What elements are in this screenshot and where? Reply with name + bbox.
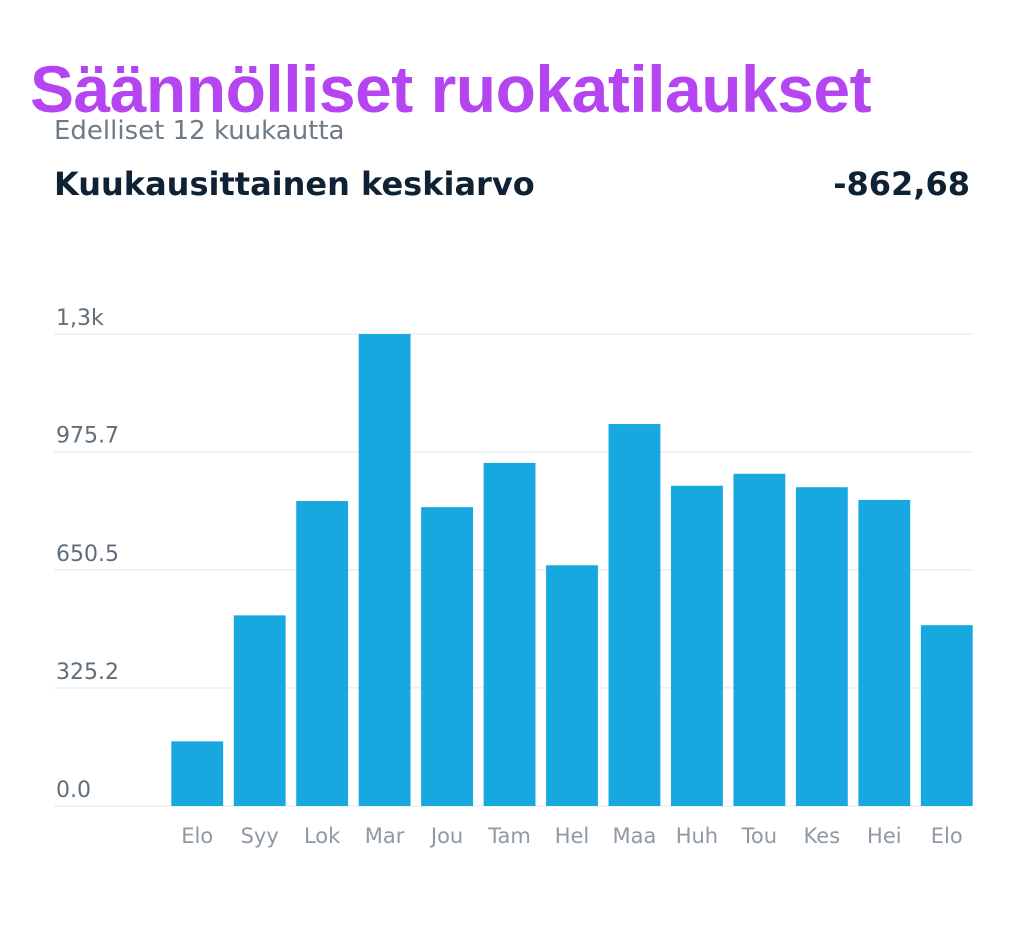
x-tick-label: Hei bbox=[867, 824, 902, 848]
x-tick-label: Kes bbox=[804, 824, 841, 848]
y-axis-ticks: 0.0 325.2 650.5 975.7 1,3k bbox=[56, 306, 119, 803]
bar-tam-5[interactable] bbox=[483, 462, 536, 806]
bar-huh-8[interactable] bbox=[671, 485, 723, 806]
x-tick-label: Syy bbox=[241, 824, 279, 848]
x-tick-label: Elo bbox=[931, 824, 963, 848]
bar-syy-1[interactable] bbox=[233, 615, 286, 806]
bar-mar-3[interactable] bbox=[358, 334, 411, 806]
x-tick-label: Maa bbox=[613, 824, 657, 848]
period-subtitle: Edelliset 12 kuukautta bbox=[54, 116, 345, 146]
x-tick-label: Tam bbox=[487, 824, 531, 848]
y-tick-label: 1,3k bbox=[56, 306, 104, 331]
y-tick-label: 0.0 bbox=[56, 778, 91, 803]
bar-kes-10[interactable] bbox=[795, 487, 848, 806]
bar-lok-2[interactable] bbox=[296, 501, 349, 806]
bar-hel-6[interactable] bbox=[546, 565, 598, 806]
x-axis-ticks: Elo Syy Lok Mar Jou Tam Hel Maa Huh Tou Kes Hei Elo bbox=[181, 824, 962, 848]
y-tick-label: 650.5 bbox=[56, 542, 119, 567]
bar-tou-9[interactable] bbox=[733, 473, 786, 806]
monthly-average-label: Kuukausittainen keskiarvo bbox=[54, 165, 535, 203]
bar-elo-12[interactable] bbox=[920, 625, 973, 806]
x-tick-label: Mar bbox=[365, 824, 405, 848]
x-tick-label: Jou bbox=[429, 824, 463, 848]
bar-hei-11[interactable] bbox=[858, 499, 911, 806]
bar-elo-0[interactable] bbox=[171, 741, 224, 806]
page-title: Säännölliset ruokatilaukset bbox=[30, 52, 872, 126]
summary-row: Kuukausittainen keskiarvo -862,68 bbox=[54, 161, 970, 207]
y-tick-label: 975.7 bbox=[56, 424, 119, 449]
y-tick-label: 325.2 bbox=[56, 660, 119, 685]
x-tick-label: Huh bbox=[676, 824, 718, 848]
bar-maa-7[interactable] bbox=[608, 424, 661, 806]
bars bbox=[171, 334, 973, 806]
x-tick-label: Elo bbox=[181, 824, 213, 848]
x-tick-label: Lok bbox=[304, 824, 341, 848]
x-tick-label: Tou bbox=[741, 824, 777, 848]
x-tick-label: Hel bbox=[555, 824, 590, 848]
bar-jou-4[interactable] bbox=[421, 507, 473, 806]
monthly-average-value: -862,68 bbox=[833, 165, 970, 203]
